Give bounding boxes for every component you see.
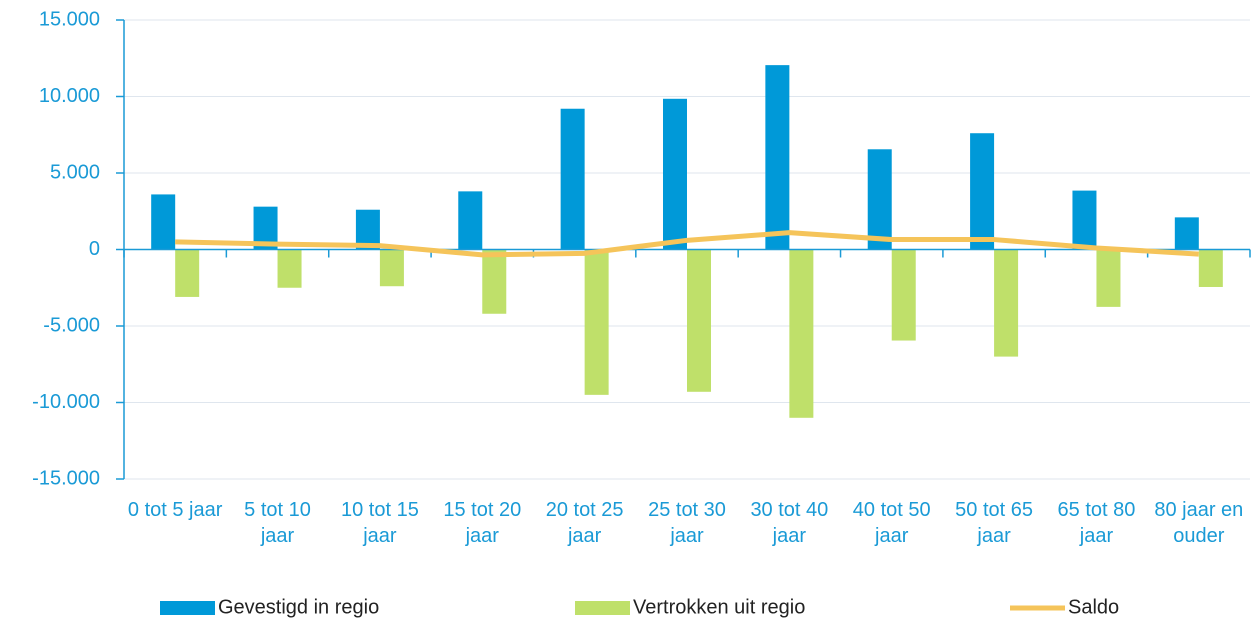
bar	[151, 194, 176, 250]
y-tick-label: -10.000	[32, 391, 100, 413]
x-tick-label: 80 jaar en ouder	[1154, 499, 1244, 547]
bar	[379, 249, 404, 287]
legend-label: Saldo	[1068, 596, 1119, 618]
y-tick-label: 10.000	[39, 85, 100, 107]
x-tick-label: 5 tot 10 jaar	[244, 499, 311, 547]
bar	[994, 249, 1019, 357]
y-tick-label: -15.000	[32, 467, 100, 489]
bar	[1174, 217, 1199, 250]
x-tick-label: 65 tot 80 jaar	[1057, 499, 1136, 547]
bar	[687, 249, 711, 392]
x-tick-label: 30 tot 40 jaar	[750, 499, 829, 547]
bar	[355, 209, 380, 250]
y-tick-label: 5.000	[50, 161, 100, 183]
x-tick-label: 10 tot 15 jaar	[340, 499, 419, 547]
bar	[765, 65, 790, 250]
bar	[482, 249, 507, 314]
bar	[584, 249, 609, 395]
legend-label: Vertrokken uit regio	[633, 596, 805, 618]
bar	[1096, 249, 1121, 307]
x-tick-label: 20 tot 25 jaar	[545, 499, 624, 547]
y-tick-label: 15.000	[39, 8, 100, 30]
bar	[560, 108, 585, 250]
bar	[789, 249, 814, 418]
legend-swatch	[160, 601, 215, 615]
bar	[867, 149, 892, 250]
bar	[1072, 190, 1097, 250]
bar	[1198, 249, 1223, 287]
y-tick-label: -5.000	[43, 314, 100, 336]
x-tick-label: 0 tot 5 jaar	[127, 499, 223, 521]
bar	[458, 191, 483, 250]
bar	[891, 249, 916, 341]
x-tick-label: 50 tot 65 jaar	[955, 499, 1033, 547]
bar	[970, 133, 995, 250]
y-tick-label: 0	[89, 238, 100, 260]
x-tick-label: 15 tot 20 jaar	[443, 499, 522, 547]
legend-swatch	[575, 601, 630, 615]
x-tick-label: 25 tot 30 jaar	[648, 499, 726, 547]
bar	[277, 249, 302, 288]
bar	[663, 98, 687, 250]
line-series	[175, 230, 1199, 258]
bar	[175, 249, 200, 297]
legend-label: Gevestigd in regio	[218, 596, 379, 618]
x-tick-label: 40 tot 50 jaar	[852, 499, 931, 547]
